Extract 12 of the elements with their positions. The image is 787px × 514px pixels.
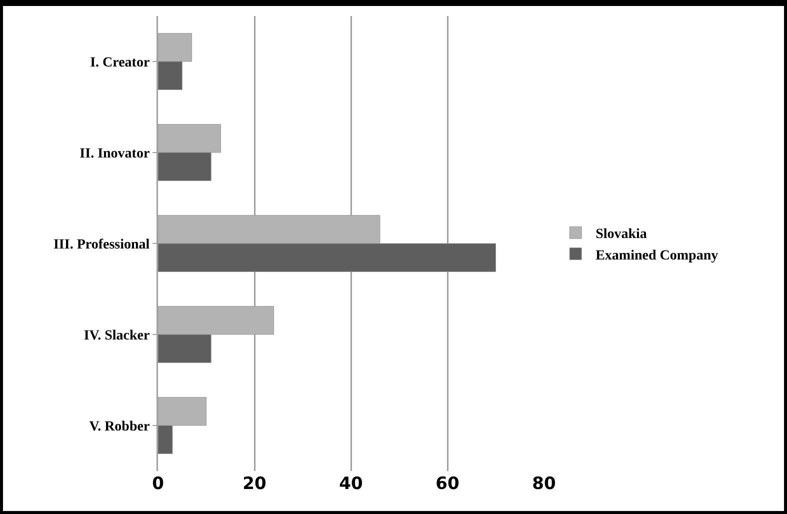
x-tick-label: 80 [532, 474, 556, 494]
legend-label: Examined Company [596, 248, 718, 264]
y-tick-label: IV. Slacker [84, 328, 150, 344]
x-tick-label: 60 [436, 474, 460, 494]
y-tick-label: II. Inovator [80, 146, 150, 162]
y-tick-label: III. Professional [53, 237, 150, 252]
y-tick-label: V. Robber [89, 419, 150, 434]
x-tick-label: 0 [152, 474, 164, 494]
x-tick-label: 40 [339, 474, 363, 494]
legend-label: Slovakia [596, 227, 647, 242]
y-tick-label: I. Creator [90, 55, 150, 70]
x-tick-label: 20 [242, 474, 266, 494]
